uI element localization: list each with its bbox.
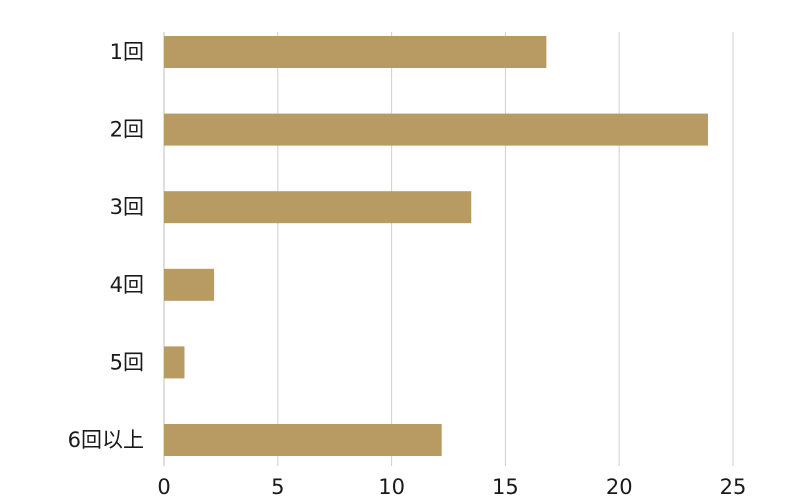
x-tick-label: 25 — [720, 475, 747, 499]
x-tick-label: 10 — [378, 475, 405, 499]
bar-layer — [164, 36, 708, 456]
bar-5 — [164, 346, 185, 379]
bar-3 — [164, 191, 472, 224]
grid-layer — [163, 32, 734, 466]
bar-1 — [164, 36, 547, 68]
x-tick-label: 0 — [157, 475, 170, 499]
category-label: 6回以上 — [68, 428, 144, 452]
bar-6 — [164, 424, 442, 456]
bar-2 — [164, 113, 708, 146]
category-label: 3回 — [110, 195, 144, 219]
category-label: 5回 — [110, 350, 144, 374]
x-tick-label: 20 — [606, 475, 633, 499]
x-tick-labels: 0 5 10 15 20 25 — [157, 475, 746, 499]
category-label: 4回 — [110, 273, 144, 297]
x-tick-label: 15 — [492, 475, 519, 499]
category-labels: 1回 2回 3回 4回 5回 6回以上 — [68, 40, 144, 452]
category-label: 2回 — [110, 118, 144, 142]
category-label: 1回 — [110, 40, 144, 64]
bar-4 — [164, 268, 215, 301]
x-tick-label: 5 — [271, 475, 284, 499]
